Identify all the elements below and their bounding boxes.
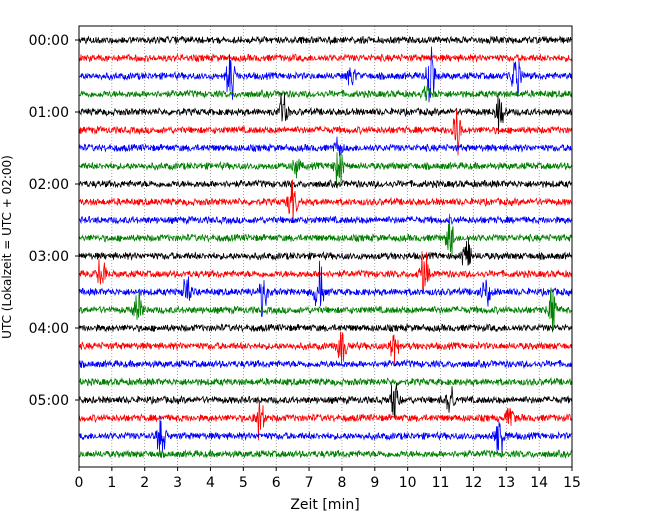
plot-frame (78, 25, 573, 468)
x-tick-label: 0 (75, 475, 84, 491)
x-tick-label: 13 (497, 475, 515, 491)
x-tick-label: 5 (239, 475, 248, 491)
x-tick-label: 1 (107, 475, 116, 491)
y-tick-label: 04:00 (29, 321, 69, 337)
x-axis-label: Zeit [min] (290, 497, 359, 513)
trace-line-23 (79, 449, 572, 459)
x-tick-label: 8 (337, 475, 346, 491)
trace-line-1 (79, 53, 572, 63)
x-tick-label: 12 (464, 475, 482, 491)
trace-line-8 (79, 179, 572, 190)
x-tick-label: 2 (140, 475, 149, 491)
y-tick-label: 03:00 (29, 249, 69, 265)
trace-line-19 (79, 376, 572, 387)
trace-line-6 (79, 136, 572, 157)
trace-line-7 (79, 152, 572, 188)
x-tick-label: 11 (432, 475, 450, 491)
y-axis-label: UTC (Lokalzeit = UTC + 02:00) (0, 155, 14, 339)
trace-line-2 (79, 46, 572, 103)
trace-line-17 (79, 331, 572, 366)
trace-line-3 (79, 83, 572, 102)
trace-line-0 (79, 35, 572, 46)
trace-line-9 (79, 179, 572, 221)
trace-line-14 (79, 260, 572, 318)
trace-line-11 (79, 213, 572, 259)
x-tick-label: 7 (305, 475, 314, 491)
x-tick-label: 9 (370, 475, 379, 491)
trace-line-4 (79, 92, 572, 135)
x-tick-label: 14 (530, 475, 548, 491)
trace-line-21 (79, 399, 572, 441)
trace-line-13 (79, 251, 572, 292)
x-tick-label: 10 (399, 475, 417, 491)
seismic-traces (79, 35, 572, 459)
trace-line-12 (79, 239, 572, 266)
trace-line-10 (79, 215, 572, 226)
trace-line-16 (79, 323, 572, 333)
y-tick-label: 05:00 (29, 393, 69, 409)
trace-line-15 (79, 287, 572, 333)
y-tick-label: 02:00 (29, 177, 69, 193)
trace-line-22 (79, 416, 572, 456)
x-tick-label: 3 (173, 475, 182, 491)
x-tick-label: 6 (272, 475, 281, 491)
x-tick-label: 15 (563, 475, 581, 491)
x-axis-ticks: 0 1 2 3 4 5 6 7 8 9 10 11 12 13 14 15 (75, 467, 581, 491)
y-tick-label: 01:00 (29, 105, 69, 121)
x-tick-label: 4 (206, 475, 215, 491)
y-axis-ticks: 00:00 01:00 02:00 03:00 04:00 05:00 (29, 33, 79, 409)
trace-line-5 (79, 109, 572, 156)
trace-line-18 (79, 359, 572, 370)
trace-line-20 (79, 382, 572, 418)
y-tick-label: 00:00 (29, 33, 69, 49)
